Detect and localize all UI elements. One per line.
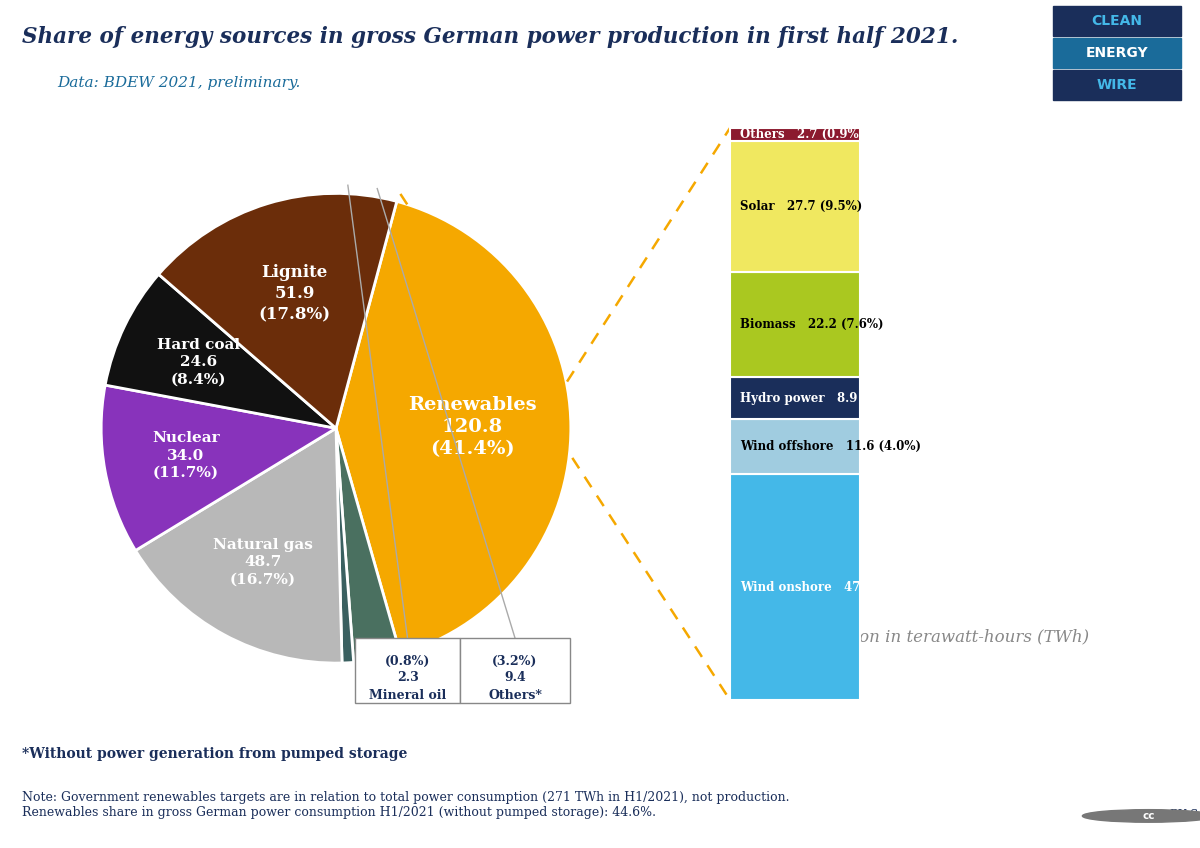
Bar <box>730 272 860 377</box>
Bar <box>1054 38 1181 69</box>
Text: Hydro power   8.9 (3.1%): Hydro power 8.9 (3.1%) <box>740 392 905 404</box>
Text: (3.2%): (3.2%) <box>492 655 538 668</box>
Text: Wind offshore   11.6 (4.0%): Wind offshore 11.6 (4.0%) <box>740 440 922 453</box>
Bar <box>730 377 860 419</box>
Text: BY SA 4.0: BY SA 4.0 <box>1170 810 1200 823</box>
Text: CLEAN: CLEAN <box>1092 14 1142 28</box>
Text: Power production in terawatt-hours (TWh): Power production in terawatt-hours (TWh) <box>731 629 1090 646</box>
Wedge shape <box>106 275 336 428</box>
Text: Biomass   22.2 (7.6%): Biomass 22.2 (7.6%) <box>740 318 884 331</box>
Bar <box>730 128 860 141</box>
Bar <box>460 638 570 703</box>
Text: WIRE: WIRE <box>1097 79 1138 92</box>
Text: Others*: Others* <box>488 689 542 702</box>
Text: Mineral oil: Mineral oil <box>368 689 446 702</box>
Text: Nuclear
34.0
(11.7%): Nuclear 34.0 (11.7%) <box>152 432 220 480</box>
Text: *Without power generation from pumped storage: *Without power generation from pumped st… <box>22 747 407 762</box>
Bar <box>730 141 860 272</box>
Circle shape <box>1082 810 1200 823</box>
Text: (0.8%): (0.8%) <box>385 655 430 668</box>
Text: Share of energy sources in gross German power production in first half 2021.: Share of energy sources in gross German … <box>22 26 958 48</box>
Bar <box>355 638 460 703</box>
Text: Solar   27.7 (9.5%): Solar 27.7 (9.5%) <box>740 200 863 213</box>
Wedge shape <box>336 428 401 662</box>
Text: Natural gas
48.7
(16.7%): Natural gas 48.7 (16.7%) <box>214 538 313 587</box>
Wedge shape <box>336 202 571 654</box>
Wedge shape <box>158 193 397 428</box>
Text: Note: Government renewables targets are in relation to total power consumption (: Note: Government renewables targets are … <box>22 790 790 819</box>
Text: Others   2.7 (0.9%): Others 2.7 (0.9%) <box>740 128 864 141</box>
Text: Hard coal
24.6
(8.4%): Hard coal 24.6 (8.4%) <box>157 338 240 386</box>
Wedge shape <box>101 385 336 550</box>
Wedge shape <box>336 428 354 663</box>
Bar <box>1054 7 1181 36</box>
Text: 2.3: 2.3 <box>397 671 419 684</box>
Bar <box>730 474 860 700</box>
Bar <box>730 419 860 474</box>
Text: Lignite
51.9
(17.8%): Lignite 51.9 (17.8%) <box>259 264 331 323</box>
Text: Renewables
120.8
(41.4%): Renewables 120.8 (41.4%) <box>408 396 536 459</box>
Text: Wind onshore   47.7 (16.4%): Wind onshore 47.7 (16.4%) <box>740 581 928 594</box>
Bar <box>1054 70 1181 100</box>
Text: cc: cc <box>1142 811 1154 821</box>
Text: ENERGY: ENERGY <box>1086 47 1148 60</box>
Text: 9.4: 9.4 <box>504 671 526 684</box>
Text: Data: BDEW 2021, preliminary.: Data: BDEW 2021, preliminary. <box>58 76 301 91</box>
Wedge shape <box>136 428 342 663</box>
